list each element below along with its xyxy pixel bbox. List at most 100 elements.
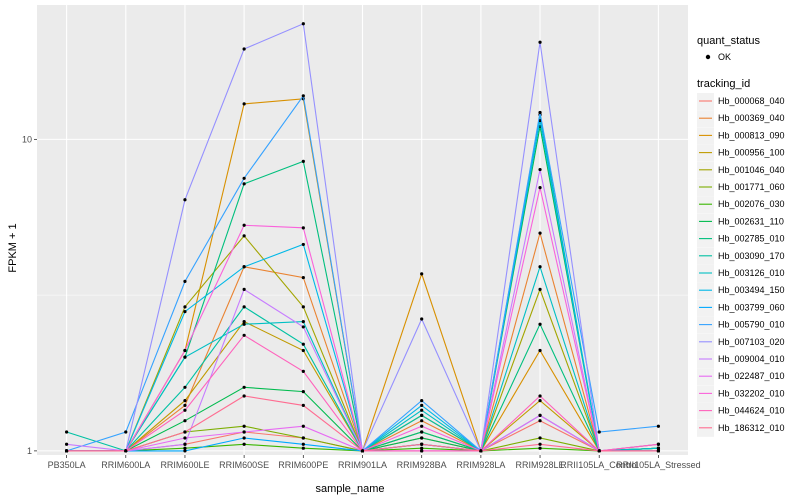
data-point bbox=[301, 342, 305, 346]
legend-item: Hb_186312_010 bbox=[697, 419, 785, 437]
data-point bbox=[420, 413, 424, 417]
data-point bbox=[420, 419, 424, 423]
data-point bbox=[242, 430, 246, 434]
data-point bbox=[301, 325, 305, 329]
data-point bbox=[242, 223, 246, 227]
legend-item-label: Hb_000068_040 bbox=[718, 96, 785, 106]
legend-color-title: tracking_id bbox=[697, 78, 750, 90]
legend-item: Hb_032202_010 bbox=[697, 385, 785, 403]
data-point bbox=[183, 305, 187, 309]
data-point bbox=[183, 385, 187, 389]
legend-item: Hb_005790_010 bbox=[697, 316, 785, 334]
legend-item: Hb_022487_010 bbox=[697, 368, 785, 386]
data-point bbox=[183, 355, 187, 359]
legend-item-label: Hb_002076_030 bbox=[718, 199, 785, 209]
legend-item-label: Hb_032202_010 bbox=[718, 388, 785, 398]
data-point bbox=[538, 322, 542, 326]
data-point bbox=[183, 419, 187, 423]
data-point bbox=[538, 419, 542, 423]
data-point bbox=[538, 436, 542, 440]
y-tick-label: 10 bbox=[22, 134, 32, 144]
data-point bbox=[183, 436, 187, 440]
x-tick-label: RRIM600SE bbox=[219, 460, 269, 470]
data-point bbox=[538, 442, 542, 446]
data-point bbox=[183, 198, 187, 202]
data-point bbox=[420, 430, 424, 434]
data-point bbox=[538, 348, 542, 353]
data-point bbox=[538, 446, 542, 450]
y-axis-title: FPKM + 1 bbox=[7, 223, 19, 272]
data-point bbox=[301, 275, 305, 280]
x-tick-label: RRIM600LE bbox=[160, 460, 209, 470]
legend-item-label: Hb_007103_020 bbox=[718, 337, 785, 347]
series-Hb_186312_010 bbox=[64, 394, 661, 453]
data-point bbox=[420, 442, 424, 446]
data-point bbox=[242, 320, 246, 324]
data-point bbox=[420, 446, 424, 450]
data-point bbox=[420, 424, 424, 428]
x-tick-label: RRIM901LA bbox=[338, 460, 387, 470]
data-point bbox=[301, 369, 305, 373]
legend-item-label: Hb_000813_090 bbox=[718, 130, 785, 140]
legend-item-label: Hb_186312_010 bbox=[718, 423, 785, 433]
data-point bbox=[538, 394, 542, 398]
legend-item: Hb_000369_040 bbox=[697, 110, 785, 128]
legend-item: Hb_007103_020 bbox=[697, 333, 785, 351]
legend-item-label: Hb_003494_150 bbox=[718, 285, 785, 295]
data-point bbox=[242, 182, 246, 186]
x-tick-label: RRIM928LE bbox=[516, 460, 565, 470]
legend-item-label: Hb_003799_060 bbox=[718, 302, 785, 312]
data-point bbox=[538, 167, 542, 172]
data-point bbox=[420, 436, 424, 440]
legend-item: Hb_000956_100 bbox=[697, 144, 785, 162]
data-point bbox=[301, 94, 305, 98]
data-point bbox=[242, 442, 246, 446]
legend-item: Hb_003090_170 bbox=[697, 247, 785, 265]
legend-item-label: Hb_000956_100 bbox=[718, 148, 785, 158]
data-point bbox=[538, 413, 542, 417]
data-point bbox=[183, 408, 187, 412]
legend-item: Hb_001046_040 bbox=[697, 161, 785, 179]
data-point bbox=[183, 449, 187, 453]
data-point bbox=[420, 317, 424, 321]
data-point bbox=[242, 265, 246, 269]
data-point bbox=[64, 442, 69, 446]
legend-shape-label: OK bbox=[718, 52, 731, 62]
legend-item-label: Hb_001046_040 bbox=[718, 165, 785, 175]
data-point bbox=[538, 231, 542, 235]
legend-item: Hb_003126_010 bbox=[697, 265, 785, 282]
data-point bbox=[538, 186, 542, 190]
data-point bbox=[420, 272, 424, 276]
legend-item: Hb_009004_010 bbox=[697, 351, 785, 368]
data-point bbox=[479, 449, 483, 453]
data-point bbox=[242, 424, 246, 428]
data-point bbox=[242, 305, 246, 309]
data-point bbox=[301, 226, 305, 230]
legend-item: Hb_002631_110 bbox=[697, 213, 784, 231]
x-tick-label: RRIM600LA bbox=[101, 460, 150, 470]
data-point bbox=[301, 442, 305, 446]
data-point bbox=[124, 449, 128, 453]
data-point bbox=[420, 449, 424, 453]
data-point bbox=[242, 102, 246, 106]
legend: quant_status OK tracking_id Hb_000068_04… bbox=[697, 35, 785, 437]
series-group bbox=[64, 22, 661, 453]
legend-item: Hb_044624_010 bbox=[697, 402, 785, 420]
data-point bbox=[183, 279, 187, 283]
data-point bbox=[242, 436, 246, 440]
data-point bbox=[64, 449, 69, 453]
data-point bbox=[656, 442, 661, 446]
data-point bbox=[301, 242, 305, 247]
legend-item-label: Hb_005790_010 bbox=[718, 320, 785, 330]
data-point bbox=[301, 403, 305, 407]
data-point bbox=[183, 403, 187, 407]
legend-item-label: Hb_044624_010 bbox=[718, 406, 785, 416]
data-point bbox=[301, 389, 305, 394]
data-point bbox=[301, 446, 305, 450]
data-point bbox=[242, 333, 246, 337]
legend-shape-title: quant_status bbox=[697, 35, 760, 47]
data-point bbox=[420, 408, 424, 412]
legend-shape-key bbox=[705, 54, 711, 60]
data-point bbox=[183, 348, 187, 353]
data-point bbox=[242, 234, 246, 238]
